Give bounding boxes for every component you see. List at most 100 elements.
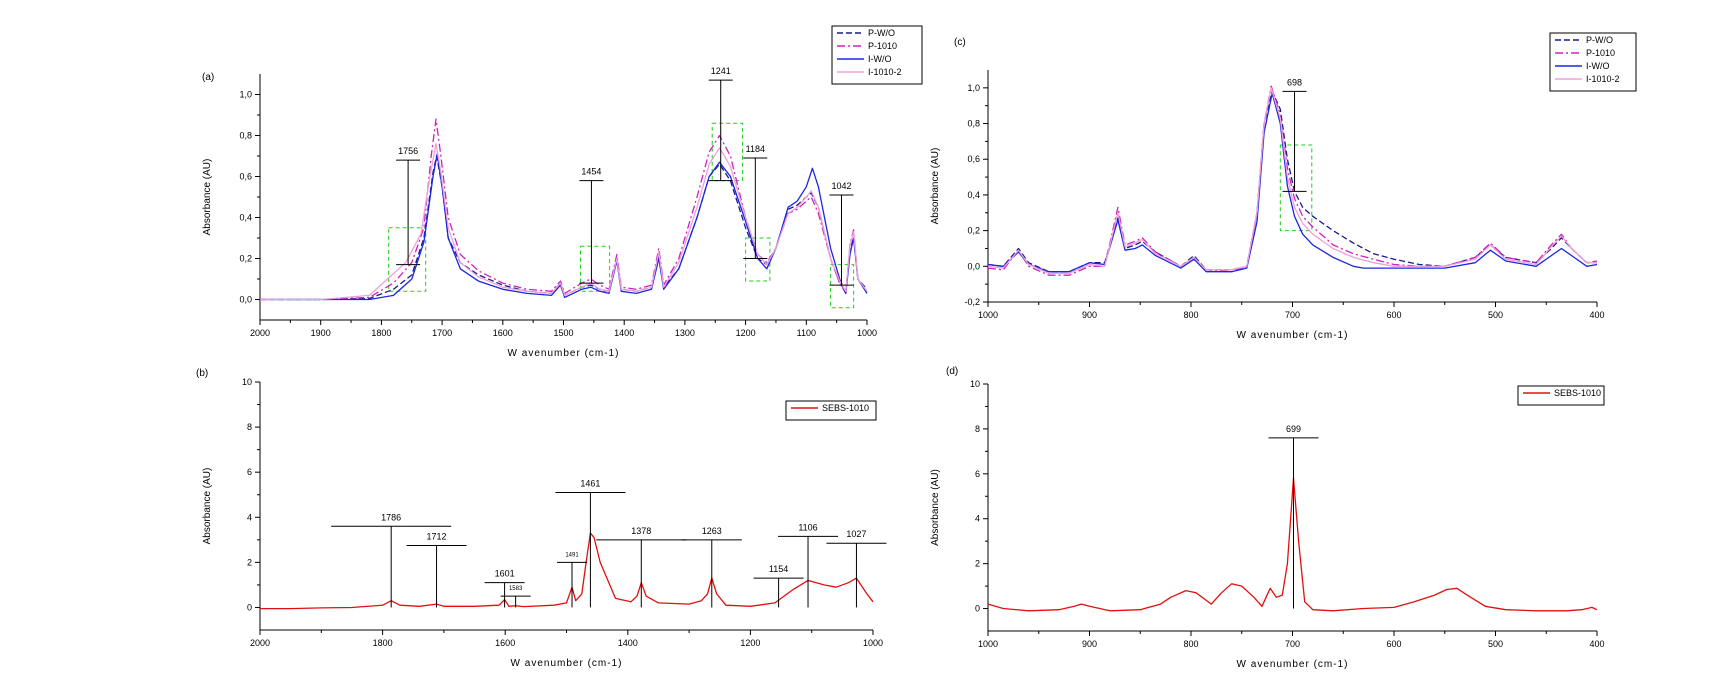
x-tick-label: 1400 (614, 328, 634, 338)
annotation-label: 1461 (580, 478, 600, 488)
series-line-p-w-o (260, 155, 868, 301)
y-tick-label: 4 (247, 512, 252, 522)
x-axis-title: W avenumber (cm-1) (1237, 659, 1349, 670)
highlight-box (830, 264, 855, 309)
x-tick-label: 800 (1183, 639, 1198, 649)
y-tick-label: 10 (970, 379, 980, 389)
y-tick-label: 0,2 (239, 254, 252, 264)
x-tick-label: 900 (1082, 310, 1097, 320)
x-tick-label: 1600 (493, 328, 513, 338)
highlight-box (1279, 144, 1313, 232)
y-tick-label: 10 (242, 377, 252, 387)
x-tick-label: 700 (1285, 310, 1300, 320)
x-tick-label: 1500 (553, 328, 573, 338)
y-tick-label: 0,4 (239, 213, 252, 223)
panel-label: (d) (946, 366, 958, 377)
x-tick-label: 1200 (736, 328, 756, 338)
annotation-label: 1378 (631, 526, 651, 536)
x-tick-label: 1800 (371, 328, 391, 338)
x-tick-label: 1700 (432, 328, 452, 338)
y-tick-label: 0 (975, 604, 980, 614)
legend: SEBS-1010 (785, 400, 877, 421)
x-tick-label: 1000 (857, 328, 877, 338)
x-tick-label: 1000 (978, 310, 998, 320)
annotation-label: 1184 (746, 144, 765, 154)
legend: P-W/O P-1010 I-W/O I-1010-2 (831, 25, 923, 85)
legend-label: I-W/O (868, 54, 892, 64)
annotation-label: 1583 (509, 586, 523, 592)
y-tick-label: 2 (247, 557, 252, 567)
x-tick-label: 1400 (618, 638, 638, 648)
y-axis-title: Absorbance (AU) (930, 469, 941, 546)
y-tick-label: 4 (975, 514, 980, 524)
x-tick-label: 600 (1386, 310, 1401, 320)
y-tick-label: 6 (247, 467, 252, 477)
annotation-label: 1106 (798, 522, 817, 532)
legend: P-W/O P-1010 I-W/O I-1010-2 (1549, 32, 1637, 92)
legend-box (1549, 32, 1637, 92)
y-tick-label: 0,2 (967, 226, 980, 236)
series-line-i-1010-2 (987, 87, 1597, 275)
legend-box (831, 25, 923, 85)
panel-b: (b) 2000 1800 1600 1400 1200 1000 0 2 4 6 8 10 W aven… (196, 368, 887, 669)
x-tick-label: 1900 (311, 328, 331, 338)
series-line-p-1010 (260, 118, 868, 301)
annotation-label: 1712 (427, 531, 447, 541)
y-tick-label: 2 (975, 559, 980, 569)
x-tick-label: 400 (1589, 639, 1604, 649)
panel-label: (c) (954, 37, 966, 48)
x-tick-label: 900 (1082, 639, 1097, 649)
annotation-label: 1154 (769, 564, 788, 574)
annotation-label: 1786 (381, 512, 401, 522)
series-line-i-1010-2 (260, 143, 868, 301)
y-tick-label: 0,8 (967, 119, 980, 129)
x-axis-title: W avenumber (cm-1) (511, 658, 623, 669)
legend-label: P-W/O (1586, 35, 1613, 45)
x-tick-label: 1800 (373, 638, 393, 648)
x-tick-label: 1100 (797, 328, 816, 338)
series-line-i-w-o (260, 153, 868, 301)
x-tick-label: 1000 (978, 639, 998, 649)
x-axis-title: W avenumber (cm-1) (508, 348, 620, 359)
legend-label: P-1010 (868, 41, 897, 51)
legend-label: SEBS-1010 (822, 403, 869, 413)
legend-label: I-W/O (1586, 61, 1610, 71)
y-tick-label: 0,8 (239, 131, 252, 141)
y-axis-title: Absorbance (AU) (202, 159, 213, 236)
y-tick-label: 1,0 (967, 83, 980, 93)
panel-d: (d) 1000 900 800 700 600 500 400 0 2 4 6 8 10 W avenum… (930, 366, 1605, 670)
panel-c: (c) 1000 900 800 700 600 500 400 -0,2 0,0 0,2 0,4 0,… (930, 32, 1637, 341)
annotation-label: 1241 (711, 66, 731, 76)
y-tick-label: 0,4 (967, 190, 980, 200)
x-tick-label: 500 (1488, 639, 1503, 649)
y-tick-label: 8 (975, 424, 980, 434)
y-tick-label: 0,0 (967, 261, 980, 271)
y-tick-label: 6 (975, 469, 980, 479)
annotation-label: 1454 (581, 167, 601, 177)
x-axis-title: W avenumber (cm-1) (1237, 330, 1349, 341)
legend-label: SEBS-1010 (1554, 388, 1601, 398)
x-tick-label: 500 (1488, 310, 1503, 320)
legend: SEBS-1010 (1517, 385, 1605, 406)
annotation-label: 1756 (398, 146, 418, 156)
x-tick-label: 1300 (675, 328, 695, 338)
legend-label: I-1010-2 (1586, 74, 1620, 84)
highlight-box (388, 227, 427, 292)
y-tick-label: -0,2 (964, 297, 980, 307)
panel-a: (a) 2000 1900 1800 1700 1600 1500 1400 1300 1200 1… (202, 25, 923, 359)
highlight-box (579, 245, 611, 292)
y-tick-label: 0 (247, 602, 252, 612)
annotation-label: 699 (1286, 424, 1301, 434)
annotation-label: 1027 (846, 529, 866, 539)
x-tick-label: 2000 (250, 638, 270, 648)
annotation-label: 1263 (702, 526, 722, 536)
highlight-box (711, 122, 744, 182)
legend-box (785, 400, 877, 421)
series-line-sebs-1010 (260, 532, 874, 610)
x-tick-label: 2000 (250, 328, 270, 338)
x-tick-label: 1000 (863, 638, 883, 648)
legend-label: P-W/O (868, 28, 895, 38)
y-tick-label: 8 (247, 422, 252, 432)
legend-label: I-1010-2 (868, 67, 902, 77)
